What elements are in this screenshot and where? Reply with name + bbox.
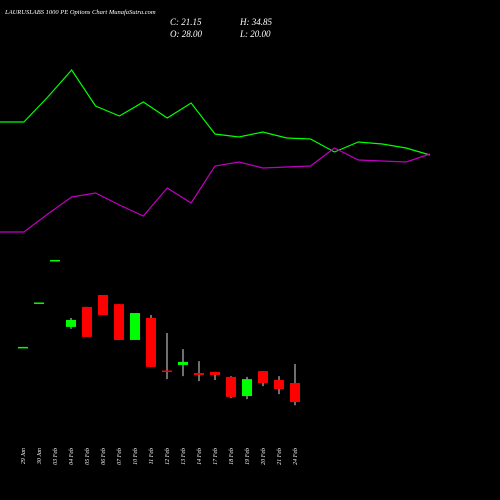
candle-body xyxy=(178,361,188,365)
candle-body xyxy=(114,304,124,340)
indicator-line xyxy=(0,147,431,233)
close-label: C: 21.15 xyxy=(170,17,202,27)
candle-body xyxy=(274,379,284,390)
x-tick-label: 18 Feb xyxy=(229,448,235,465)
candle-body xyxy=(66,319,76,327)
candle-body xyxy=(194,373,204,375)
low-label: L: 20.00 xyxy=(239,29,271,39)
x-tick-label: 30 Jan xyxy=(37,448,43,465)
x-tick-label: 20 Feb xyxy=(261,448,267,465)
open-label: O: 28.00 xyxy=(170,29,202,39)
x-tick-label: 07 Feb xyxy=(117,448,123,465)
x-tick-label: 13 Feb xyxy=(181,448,187,465)
high-label: H: 34.85 xyxy=(239,17,272,27)
candle-body xyxy=(82,306,92,337)
candle-body xyxy=(98,294,108,315)
x-tick-label: 14 Feb xyxy=(196,448,203,465)
candle-body xyxy=(146,318,156,367)
x-tick-label: 24 Feb xyxy=(292,448,299,465)
x-tick-label: 21 Feb xyxy=(277,448,283,465)
x-tick-label: 03 Feb xyxy=(53,448,59,465)
x-tick-label: 04 Feb xyxy=(68,448,75,465)
candle-body xyxy=(290,383,300,403)
x-tick-label: 17 Feb xyxy=(213,448,219,465)
candle-body xyxy=(242,379,252,397)
x-tick-label: 06 Feb xyxy=(101,448,107,465)
candle-body xyxy=(18,346,28,349)
candle-body xyxy=(162,370,172,373)
candle-body xyxy=(258,371,268,384)
candle-body xyxy=(226,376,236,397)
x-tick-label: 29 Jan xyxy=(21,448,27,464)
x-tick-label: 19 Feb xyxy=(245,448,251,465)
chart-title: LAURUSLABS 1000 PE Options Chart MunafaS… xyxy=(4,9,156,16)
candle-body xyxy=(50,259,60,262)
x-tick-label: 10 Feb xyxy=(133,448,139,465)
candle-body xyxy=(34,302,44,304)
x-tick-label: 11 Feb xyxy=(149,448,155,464)
candle-body xyxy=(210,371,220,375)
indicator-line xyxy=(0,69,431,156)
x-tick-label: 05 Feb xyxy=(85,448,91,465)
candle-body xyxy=(130,313,140,340)
x-tick-label: 12 Feb xyxy=(165,448,171,465)
